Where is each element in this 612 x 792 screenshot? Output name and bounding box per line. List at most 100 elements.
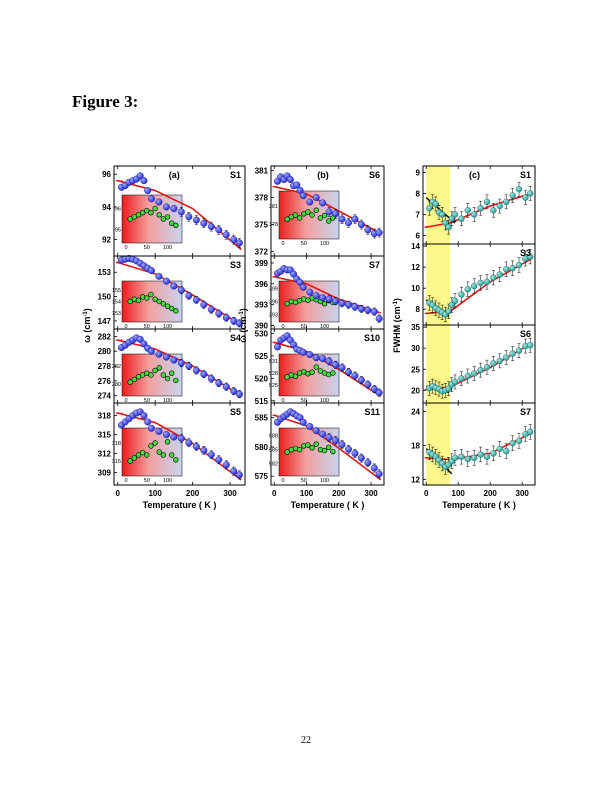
inset-x-tick: 100: [320, 398, 329, 404]
inset-y-tick: 381: [269, 204, 278, 210]
data-point: [344, 301, 352, 309]
data-point: [458, 215, 465, 222]
y-tick-label: 150: [98, 293, 112, 302]
data-point: [527, 342, 534, 349]
data-point: [332, 361, 340, 369]
data-point: [527, 253, 534, 260]
data-point: [483, 278, 491, 286]
x-axis-label: Temperature ( K ): [143, 500, 217, 510]
inset-point: [321, 447, 328, 454]
data-point: [273, 343, 281, 351]
inset-point: [173, 457, 179, 463]
data-point: [325, 295, 333, 303]
inset-y-tick: 393: [269, 313, 278, 319]
sample-label: S1: [520, 170, 531, 180]
inset-x-tick: 50: [144, 324, 150, 330]
inset-point: [168, 220, 175, 226]
data-point: [483, 198, 491, 206]
panel-label: (a): [169, 170, 180, 180]
inset-x-tick: 50: [301, 324, 307, 330]
data-point: [490, 207, 497, 214]
data-point: [192, 443, 200, 451]
data-point: [222, 231, 230, 239]
inset-y-tick: 582: [269, 462, 278, 468]
data-point: [364, 459, 372, 467]
data-point: [496, 202, 503, 210]
data-point: [464, 372, 471, 380]
inset-point: [321, 300, 328, 307]
data-point: [222, 461, 230, 469]
sample-label: S3: [230, 260, 241, 270]
inset-point: [296, 446, 303, 453]
data-point: [215, 456, 223, 464]
chart-c: 6 7 8 9 S1 (c) 8 10 12 14 S3 20 25 30 35 S6 12 18 24 S7 0 100…: [392, 165, 536, 510]
y-tick-label: 25: [411, 365, 420, 374]
data-point: [230, 387, 238, 395]
data-point: [432, 200, 439, 208]
data-point: [185, 292, 193, 300]
inset-x-tick: 100: [163, 245, 172, 251]
inset-point: [313, 207, 319, 213]
data-point: [445, 223, 452, 231]
inset-point: [156, 212, 162, 218]
data-point: [319, 294, 327, 302]
data-point: [351, 215, 359, 223]
data-point: [325, 434, 333, 442]
inset-s5: 315 318 0 50 100: [112, 427, 183, 484]
inset-y-tick: 318: [112, 441, 121, 447]
data-point: [319, 199, 327, 207]
data-point: [299, 348, 307, 356]
inset-point: [309, 445, 315, 451]
data-point: [312, 193, 320, 201]
x-tick-label: 300: [223, 489, 237, 498]
panel-s7: 12 18 24 S7: [411, 402, 536, 486]
inset-y-tick: 525: [269, 383, 278, 389]
y-tick-label: 94: [102, 203, 111, 212]
data-point: [293, 181, 301, 189]
sample-label: S7: [520, 407, 531, 417]
data-point: [477, 366, 484, 374]
y-axis-label: ω (cm-1): [238, 308, 248, 342]
data-point: [357, 454, 365, 462]
inset-point: [148, 372, 154, 378]
x-tick-label: 100: [148, 489, 162, 498]
y-tick-label: 274: [98, 392, 112, 401]
data-point: [351, 372, 359, 380]
data-point: [515, 261, 523, 269]
data-point: [496, 357, 503, 365]
data-point: [162, 431, 170, 439]
data-point: [299, 192, 307, 200]
data-point: [458, 375, 465, 382]
data-point: [503, 354, 510, 361]
data-point: [338, 215, 346, 223]
data-point: [312, 292, 320, 300]
data-point: [192, 366, 200, 374]
y-tick-label: 8: [416, 189, 421, 198]
y-tick-label: 10: [411, 284, 420, 293]
data-point: [527, 190, 534, 197]
data-point: [306, 422, 314, 430]
data-point: [312, 354, 320, 362]
data-point: [192, 216, 200, 224]
sample-label: S5: [230, 407, 241, 417]
inset-point: [156, 449, 162, 455]
inset-point: [305, 442, 311, 448]
inset-point: [164, 375, 171, 382]
data-point: [147, 195, 155, 203]
data-point: [155, 427, 163, 435]
data-point: [177, 208, 185, 216]
inset-point: [152, 367, 158, 374]
data-point: [477, 204, 484, 212]
inset-point: [317, 215, 324, 221]
inset-point: [173, 222, 179, 229]
inset-y-tick: 588: [269, 434, 278, 440]
inset-x-tick: 100: [163, 398, 172, 404]
data-point: [185, 439, 193, 447]
inset-y-tick: 155: [112, 288, 121, 294]
inset-x-tick: 100: [163, 478, 172, 484]
highlight-band: [426, 403, 451, 485]
data-point: [235, 390, 243, 398]
panel-s3: 153 154 155 0 50 100 147 150 153 S3: [98, 254, 246, 330]
inset-point: [164, 439, 171, 445]
